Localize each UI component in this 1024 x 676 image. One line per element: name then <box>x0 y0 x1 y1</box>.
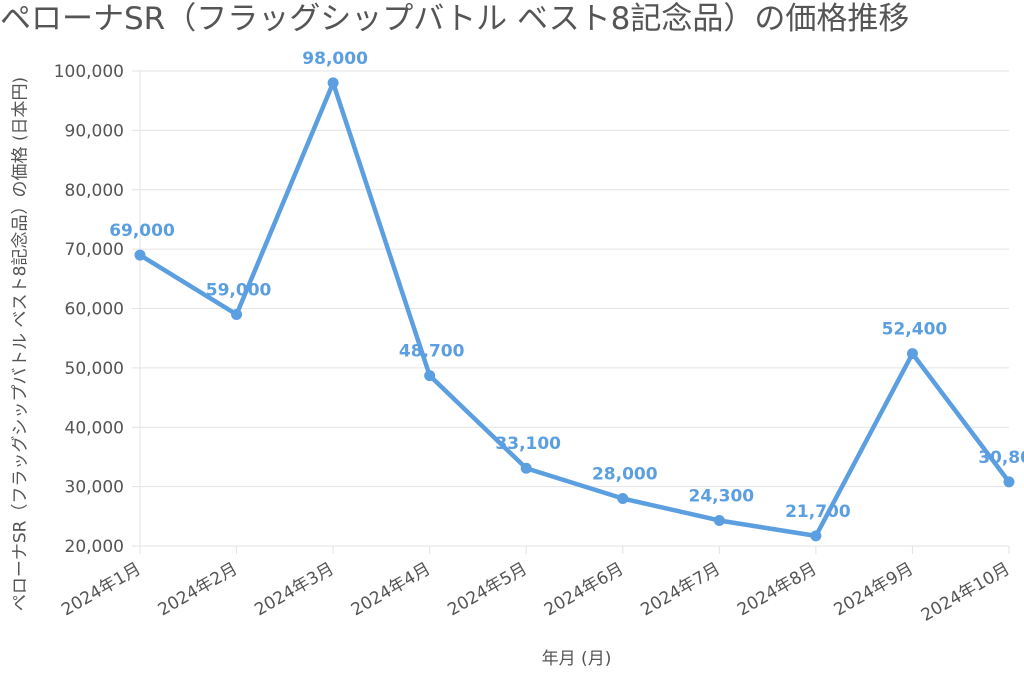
data-label: 33,100 <box>495 434 561 454</box>
data-label: 52,400 <box>882 320 948 340</box>
data-point <box>713 514 725 526</box>
data-point <box>424 370 436 382</box>
y-tick-label: 80,000 <box>65 181 124 201</box>
data-label: 98,000 <box>302 49 368 69</box>
data-label: 59,000 <box>206 280 272 300</box>
data-label: 30,800 <box>978 448 1024 468</box>
y-tick-label: 70,000 <box>65 240 124 260</box>
data-point <box>231 308 243 320</box>
data-label: 28,000 <box>592 465 658 485</box>
data-point <box>810 530 822 542</box>
y-tick-label: 20,000 <box>65 537 124 557</box>
x-axis-title: 年月 (月) <box>541 649 612 669</box>
data-point <box>617 493 629 504</box>
x-tick-label: 2024年9月 <box>831 559 917 620</box>
data-label: 24,300 <box>689 486 755 506</box>
x-tick-label: 2024年8月 <box>734 559 820 620</box>
y-tick-label: 30,000 <box>65 478 124 498</box>
data-point <box>134 249 146 261</box>
x-tick-label: 2024年1月 <box>58 559 144 620</box>
data-label: 69,000 <box>109 221 175 241</box>
x-tick-label: 2024年4月 <box>348 559 434 620</box>
y-axis-title: ペローナSR（フラッグシップバトル ベスト8記念品）の価格 (日本円) <box>10 76 31 612</box>
data-label: 21,700 <box>785 502 851 522</box>
x-tick-label: 2024年10月 <box>918 559 1014 626</box>
series-line <box>137 80 1012 539</box>
y-tick-label: 60,000 <box>65 300 124 320</box>
chart-title: ペローナSR（フラッグシップバトル ベスト8記念品）の価格推移 <box>0 1 910 37</box>
y-tick-label: 90,000 <box>65 121 124 141</box>
data-point <box>520 462 532 474</box>
x-tick-label: 2024年7月 <box>638 559 724 620</box>
x-tick-label: 2024年3月 <box>251 559 337 620</box>
data-label: 48,700 <box>399 342 465 362</box>
data-point <box>1003 476 1015 488</box>
y-tick-label: 40,000 <box>65 418 124 438</box>
x-tick-label: 2024年2月 <box>155 559 241 620</box>
y-tick-label: 100,000 <box>54 62 124 82</box>
x-tick-label: 2024年5月 <box>444 559 530 620</box>
x-tick-label: 2024年6月 <box>541 559 627 620</box>
data-point <box>906 348 918 360</box>
y-tick-label: 50,000 <box>65 359 124 379</box>
data-point <box>327 77 339 89</box>
